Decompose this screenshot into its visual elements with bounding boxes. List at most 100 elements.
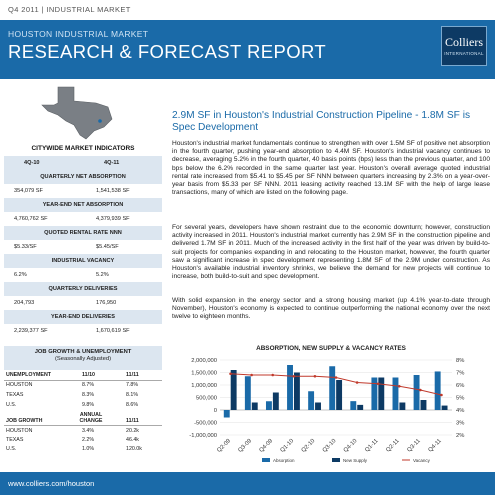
indicator-band: YEAR-END DELIVERIES	[4, 310, 162, 324]
indicator-value-4q11: 1,541,538 SF	[96, 188, 130, 194]
report-header: HOUSTON INDUSTRIAL MARKET RESEARCH & FOR…	[0, 20, 495, 79]
indicators-title: CITYWIDE MARKET INDICATORS	[31, 145, 135, 152]
new-supply-bar	[315, 402, 321, 410]
table-cell: 20.2k	[126, 428, 139, 434]
table-cell: 8.3%	[82, 392, 95, 398]
y-left-tick-label: 2,000,000	[191, 358, 217, 364]
legend-label: New Supply	[343, 458, 368, 463]
legend-label: Vacancy	[413, 458, 431, 463]
y-right-tick-label: 5%	[456, 396, 464, 402]
table-cell: HOUSTON	[6, 382, 33, 388]
table-cell: 1.0%	[82, 446, 95, 452]
indicators-header-row: 4Q-10 4Q-11	[4, 156, 162, 170]
unemployment-header-row: UNEMPLOYMENT 11/10 11/11	[4, 372, 162, 381]
vacancy-point	[419, 388, 422, 392]
indicators-col-1: 4Q-10	[24, 160, 40, 166]
vacancy-point	[397, 384, 401, 388]
footer-url[interactable]: www.colliers.com/houston	[8, 479, 95, 488]
job-growth-subtitle: (Seasonally Adjusted)	[54, 356, 112, 362]
new-supply-bar	[399, 402, 406, 410]
absorption-bar	[223, 410, 230, 418]
indicator-value-4q11: 5.2%	[96, 272, 109, 278]
table-cell: U.S.	[6, 402, 17, 408]
indicator-band: INDUSTRIAL VACANCY	[4, 254, 162, 268]
job-growth-header: JOB GROWTH & UNEMPLOYMENT (Seasonally Ad…	[4, 346, 162, 370]
new-supply-bar	[272, 392, 279, 410]
indicator-band: QUARTERLY NET ABSORPTION	[4, 170, 162, 184]
y-right-tick-label: 7%	[456, 371, 464, 377]
vacancy-point	[334, 376, 338, 379]
table-row: U.S. 9.8% 8.6%	[4, 402, 162, 411]
table-row: TEXAS 8.3% 8.1%	[4, 392, 162, 401]
new-supply-bar	[293, 372, 300, 410]
vacancy-point	[292, 374, 296, 378]
indicator-values: $5.33/SF $5.45/SF	[4, 240, 162, 254]
y-left-tick-label: 0	[214, 408, 217, 414]
table-row: TEXAS 2.2% 46.4k	[4, 437, 162, 446]
absorption-bar	[392, 377, 399, 410]
vacancy-point	[440, 393, 443, 397]
legend-swatch	[332, 458, 340, 462]
indicator-value-4q11: $5.45/SF	[96, 244, 119, 250]
absorption-bar	[287, 365, 293, 410]
vacancy-point	[229, 372, 232, 376]
table-cell: 3.4%	[82, 428, 95, 434]
x-tick-label: Q3-10	[322, 438, 338, 454]
colliers-logo: Colliers INTERNATIONAL	[441, 26, 487, 66]
x-tick-label: Q1-11	[364, 438, 379, 453]
absorption-bar	[244, 376, 251, 410]
indicator-band: QUOTED RENTAL RATE NNN	[4, 226, 162, 240]
table-cell: HOUSTON	[6, 428, 33, 434]
article-headline: 2.9M SF in Houston's Industrial Construc…	[172, 110, 471, 133]
top-bar: Q4 2011 | INDUSTRIAL MARKET	[0, 0, 495, 20]
indicator-value-4q10: 6.2%	[14, 272, 27, 278]
y-right-tick-label: 6%	[456, 383, 464, 389]
table-cell: 8.7%	[82, 382, 95, 388]
absorption-bar	[413, 375, 420, 410]
absorption-bar	[350, 401, 357, 410]
absorption-bar	[308, 391, 315, 410]
table-cell: 9.8%	[82, 402, 95, 408]
x-tick-label: Q2-10	[301, 438, 317, 454]
indicator-value-4q10: 2,239,377 SF	[14, 328, 48, 334]
y-left-tick-label: 500,000	[196, 396, 217, 402]
absorption-bar	[329, 366, 336, 410]
indicator-value-4q11: 176,950	[96, 300, 117, 306]
absorption-supply-vacancy-chart: 2,000,000 1,500,000 1,000,000 500,000 0 -500,…	[189, 358, 464, 463]
x-tick-label: Q3-11	[406, 438, 421, 453]
table-header-cell: JOB GROWTH	[6, 418, 43, 424]
absorption-bar	[434, 371, 441, 410]
indicator-values: 354,079 SF 1,541,538 SF	[4, 184, 162, 198]
new-supply-bar	[357, 404, 364, 410]
logo-name: Colliers	[445, 35, 483, 49]
table-cell: TEXAS	[6, 437, 24, 443]
y-left-tick-label: 1,000,000	[191, 383, 217, 389]
logo-subtitle: INTERNATIONAL	[444, 51, 484, 56]
new-supply-bar	[230, 370, 237, 410]
new-supply-bar	[420, 400, 427, 410]
market-subtitle: HOUSTON INDUSTRIAL MARKET	[8, 29, 149, 39]
indicators-col-2: 4Q-11	[104, 160, 120, 166]
indicator-value-4q11: 4,379,939 SF	[96, 216, 130, 222]
article-paragraph-1: Houston's industrial market fundamentals…	[172, 140, 490, 197]
x-tick-label: Q4-09	[258, 438, 274, 454]
new-supply-bar	[378, 377, 385, 410]
table-cell: 120.0k	[126, 446, 142, 452]
indicator-band: YEAR-END NET ABSORPTION	[4, 198, 162, 212]
table-cell: TEXAS	[6, 392, 24, 398]
article-paragraph-3: With solid expansion in the energy secto…	[172, 297, 490, 321]
report-period: Q4 2011 | INDUSTRIAL MARKET	[8, 5, 131, 14]
x-tick-label: Q4-10	[343, 438, 359, 454]
new-supply-bar	[336, 380, 343, 410]
new-supply-bar	[251, 402, 258, 410]
table-row: HOUSTON 3.4% 20.2k	[4, 428, 162, 437]
article-paragraph-2: For several years, developers have shown…	[172, 224, 490, 281]
new-supply-bar	[441, 405, 448, 410]
y-left-tick-label: -1,000,000	[189, 433, 217, 439]
job-growth-header-row: JOB GROWTH ANNUAL CHANGE 11/11	[4, 412, 162, 426]
x-tick-label: Q2-09	[216, 438, 232, 454]
indicator-values: 6.2% 5.2%	[4, 268, 162, 282]
legend-label: Absorption	[273, 458, 295, 463]
y-right-tick-label: 4%	[456, 408, 464, 414]
indicator-value-4q11: 1,670,619 SF	[96, 328, 130, 334]
